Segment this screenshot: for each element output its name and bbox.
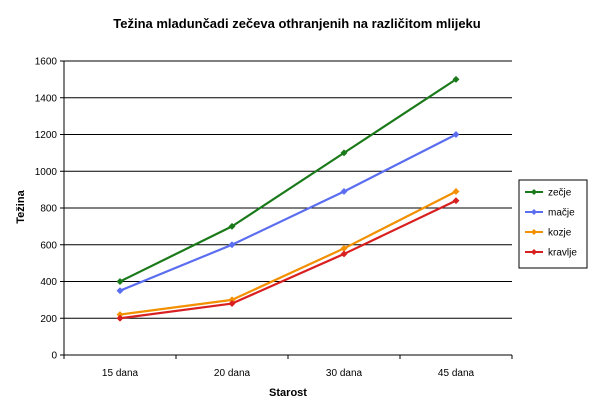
- x-tick-label: 15 dana: [102, 368, 139, 379]
- plot-area: 0 200 400 600 800 1000 1200 1400 1600 15 dana 20 d…: [35, 57, 513, 379]
- data-point: [116, 314, 124, 322]
- y-tick-label: 1400: [35, 93, 58, 104]
- x-tick-label: 30 dana: [326, 368, 363, 379]
- legend-marker: [531, 189, 537, 195]
- data-point: [228, 299, 236, 308]
- data-point: [452, 197, 460, 205]
- y-tick-label: 1600: [35, 57, 58, 68]
- legend-entry: kozje: [548, 228, 572, 239]
- series-line-2: [119, 190, 457, 316]
- series-line-3: [119, 199, 457, 320]
- y-tick-label: 1000: [35, 167, 58, 178]
- legend-entry: kravlje: [548, 248, 577, 259]
- y-tick-label: 800: [40, 204, 57, 215]
- series-line-1: [119, 133, 457, 292]
- data-point: [116, 277, 124, 286]
- legend-box: [518, 179, 588, 269]
- legend-marker: [531, 249, 537, 255]
- x-tick-label: 20 dana: [214, 368, 251, 379]
- y-tick-label: 1200: [35, 130, 58, 141]
- data-point: [340, 149, 348, 157]
- data-point: [228, 222, 236, 230]
- data-point: [116, 287, 124, 295]
- x-axis-label: Starost: [269, 387, 307, 399]
- y-axis-label: Težina: [15, 189, 27, 223]
- legend-entry: zečje: [548, 188, 572, 199]
- legend-marker: [531, 229, 537, 235]
- y-tick-label: 600: [40, 240, 57, 251]
- x-tick-label: 45 dana: [438, 368, 475, 379]
- data-point: [228, 241, 236, 249]
- legend: zečje mačje kozje kravlje: [518, 179, 588, 269]
- y-tick-label: 400: [40, 277, 57, 288]
- data-point: [452, 187, 460, 196]
- legend-entry: mačje: [548, 208, 575, 219]
- chart-title: Težina mladunčadi zečeva othranjenih na …: [113, 16, 481, 31]
- data-point: [340, 187, 348, 196]
- legend-marker: [531, 209, 537, 215]
- y-tick-label: 0: [51, 351, 57, 362]
- data-point: [452, 75, 460, 83]
- data-point: [340, 250, 348, 258]
- series-line-0: [119, 78, 457, 283]
- y-tick-label: 200: [40, 314, 57, 325]
- data-point: [452, 130, 460, 139]
